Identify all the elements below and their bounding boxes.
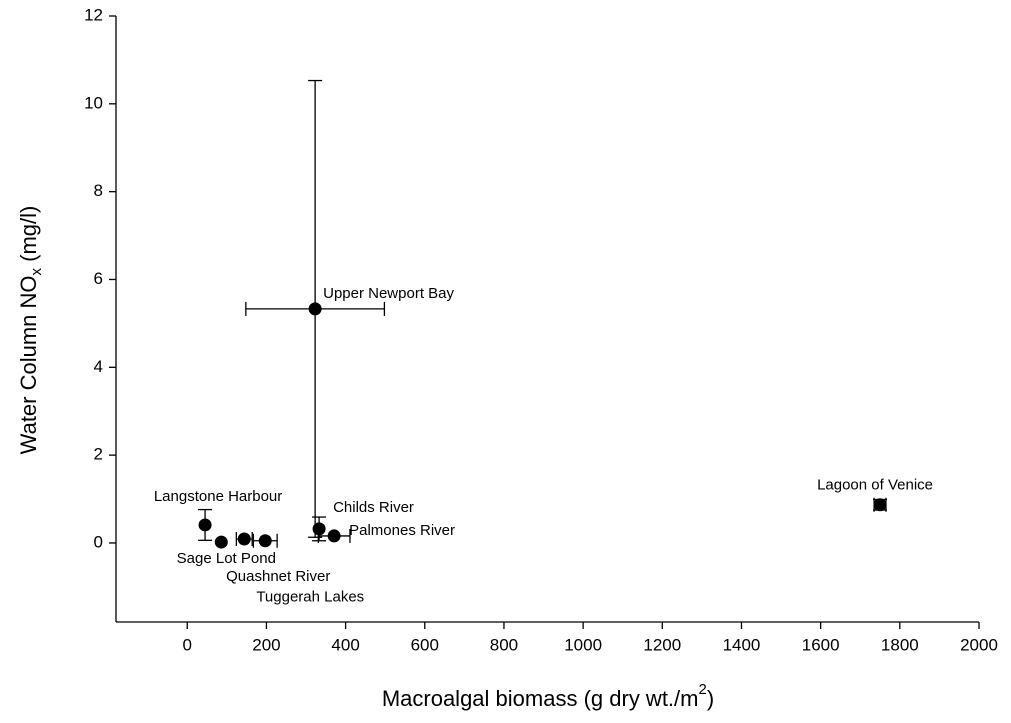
point-label: Lagoon of Venice xyxy=(817,477,933,494)
x-tick-label: 1200 xyxy=(643,635,681,654)
y-title-sub: x xyxy=(28,267,45,275)
y-title-tail: (mg/l) xyxy=(16,206,41,268)
x-axis-title: Macroalgal biomass (g dry wt./m2) xyxy=(382,681,714,711)
x-title-sup: 2 xyxy=(698,681,706,698)
point xyxy=(312,522,326,536)
x-title-tail: ) xyxy=(707,686,714,711)
point xyxy=(214,535,228,549)
point xyxy=(308,302,322,316)
x-tick-label: 600 xyxy=(411,635,439,654)
x-tick-label: 0 xyxy=(183,635,192,654)
y-tick-label: 2 xyxy=(94,445,103,464)
point-label: Palmones River xyxy=(349,522,455,539)
point-label: Upper Newport Bay xyxy=(323,285,454,302)
x-tick-label: 200 xyxy=(252,635,280,654)
point-label: Langstone Harbour xyxy=(154,488,282,505)
point xyxy=(198,518,212,532)
point-label: Sage Lot Pond xyxy=(177,550,276,567)
point xyxy=(873,498,887,512)
x-tick-label: 400 xyxy=(331,635,359,654)
y-title-text: Water Column NO xyxy=(16,275,41,454)
point-label: Childs River xyxy=(333,499,414,516)
y-tick-label: 0 xyxy=(94,532,103,551)
point xyxy=(258,534,272,548)
y-axis-title: Water Column NOx (mg/l) xyxy=(16,206,45,455)
x-tick-label: 1800 xyxy=(881,635,919,654)
y-tick-label: 4 xyxy=(94,357,103,376)
x-tick-label: 1600 xyxy=(802,635,840,654)
x-tick-label: 800 xyxy=(490,635,518,654)
y-tick-label: 12 xyxy=(84,5,103,24)
point-label: Quashnet River xyxy=(226,568,330,585)
point xyxy=(237,532,251,546)
y-tick-label: 8 xyxy=(94,181,103,200)
x-title-text: Macroalgal biomass (g dry wt./m xyxy=(382,686,699,711)
point xyxy=(327,529,341,543)
point-label: Tuggerah Lakes xyxy=(256,589,364,606)
x-tick-label: 1000 xyxy=(564,635,602,654)
x-tick-label: 2000 xyxy=(960,635,998,654)
y-tick-label: 10 xyxy=(84,93,103,112)
x-tick-label: 1400 xyxy=(723,635,761,654)
y-tick-label: 6 xyxy=(94,269,103,288)
